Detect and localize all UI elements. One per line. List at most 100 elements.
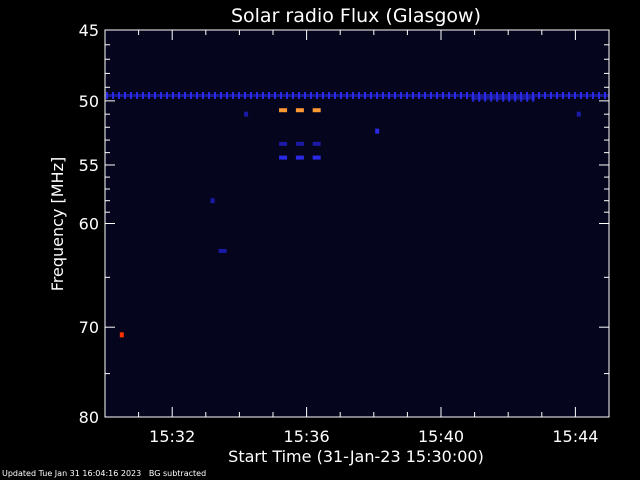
band-tick — [316, 91, 318, 99]
band-tick — [334, 91, 336, 99]
band-tick — [238, 91, 240, 99]
band-tick — [448, 91, 450, 99]
band-tick — [556, 91, 558, 99]
feature-dot-11 — [375, 128, 380, 134]
band-tick — [124, 91, 126, 99]
band-tick — [394, 91, 396, 99]
plot-area — [105, 30, 609, 417]
band-tick — [304, 91, 306, 99]
feature-dash-7 — [312, 141, 321, 146]
band-tick — [136, 91, 138, 99]
x-tick-label: 15:36 — [284, 427, 330, 446]
band-tick — [280, 91, 282, 99]
spectrogram-features — [105, 91, 609, 338]
band-tick — [598, 91, 600, 99]
feature-dot-14 — [210, 198, 215, 204]
band-tick — [520, 94, 523, 102]
band-tick — [220, 91, 222, 99]
band-tick — [358, 91, 360, 99]
band-tick — [412, 91, 414, 99]
band-tick — [256, 91, 258, 99]
chart-title: Solar radio Flux (Glasgow) — [231, 5, 481, 27]
band-tick — [286, 91, 288, 99]
band-tick — [208, 91, 210, 99]
feature-dash-4 — [312, 108, 321, 113]
band-tick — [202, 91, 204, 99]
band-tick — [550, 91, 552, 99]
band-tick — [154, 91, 156, 99]
y-axis-label: Frequency [MHz] — [48, 157, 67, 291]
band-tick — [400, 91, 402, 99]
band-tick — [196, 91, 198, 99]
band-tick — [244, 91, 246, 99]
band-tick — [406, 91, 408, 99]
band-tick — [490, 94, 493, 102]
band-tick — [544, 91, 546, 99]
band-tick — [430, 91, 432, 99]
x-tick-label: 15:44 — [552, 427, 598, 446]
feature-dot-13 — [576, 111, 581, 117]
band-tick — [514, 94, 517, 102]
band-tick — [352, 91, 354, 99]
band-tick — [250, 91, 252, 99]
band-tick — [460, 91, 462, 99]
feature-dash-8 — [279, 155, 288, 160]
y-tick-label: 80 — [79, 408, 99, 427]
band-tick — [160, 91, 162, 99]
feature-dash-6 — [295, 141, 304, 146]
feature-dash-9 — [295, 155, 304, 160]
band-tick — [538, 91, 540, 99]
band-tick — [436, 91, 438, 99]
band-tick — [364, 91, 366, 99]
band-tick — [574, 91, 576, 99]
x-tick-label: 15:40 — [418, 427, 464, 446]
band-tick — [484, 94, 487, 102]
x-tick-label: 15:32 — [149, 427, 195, 446]
band-tick — [106, 91, 108, 99]
band-tick — [310, 91, 312, 99]
band-tick — [274, 91, 276, 99]
bg-subtracted-note: BG subtracted — [148, 469, 207, 478]
band-tick — [580, 91, 582, 99]
feature-dash-3 — [295, 108, 304, 113]
band-tick — [268, 91, 270, 99]
band-tick — [376, 91, 378, 99]
band-tick — [214, 91, 216, 99]
band-tick — [592, 91, 594, 99]
x-axis-label: Start Time (31-Jan-23 15:30:00) — [228, 447, 484, 466]
feature-dot-16 — [119, 332, 124, 338]
updated-timestamp: Updated Tue Jan 31 16:04:16 2023 — [2, 469, 142, 478]
band-tick — [568, 91, 570, 99]
x-axis: 15:32 15:36 15:40 15:44 — [138, 30, 598, 446]
band-tick — [298, 91, 300, 99]
band-tick — [496, 94, 499, 102]
feature-dash-5 — [279, 141, 288, 146]
band-tick — [262, 91, 264, 99]
band-tick — [130, 91, 132, 99]
band-line — [105, 93, 609, 97]
feature-dash-10 — [312, 155, 321, 160]
band-tick — [112, 91, 114, 99]
band-tick — [142, 91, 144, 99]
band-tick — [340, 91, 342, 99]
band-tick — [382, 91, 384, 99]
band-tick — [322, 91, 324, 99]
band-tick — [502, 94, 505, 102]
band-tick — [586, 91, 588, 99]
band-tick — [478, 94, 481, 102]
band-tick — [526, 94, 529, 102]
band-tick — [424, 91, 426, 99]
band-tick — [166, 91, 168, 99]
y-tick-label: 55 — [79, 156, 99, 175]
band-tick — [148, 91, 150, 99]
band-tick — [388, 91, 390, 99]
status-footer: Updated Tue Jan 31 16:04:16 2023 BG subt… — [2, 469, 206, 478]
feature-dash-2 — [279, 108, 288, 113]
band-tick — [328, 91, 330, 99]
band-tick — [232, 91, 234, 99]
band-tick — [532, 94, 535, 102]
band-tick — [190, 91, 192, 99]
band-tick — [118, 91, 120, 99]
y-tick-label: 60 — [79, 215, 99, 234]
